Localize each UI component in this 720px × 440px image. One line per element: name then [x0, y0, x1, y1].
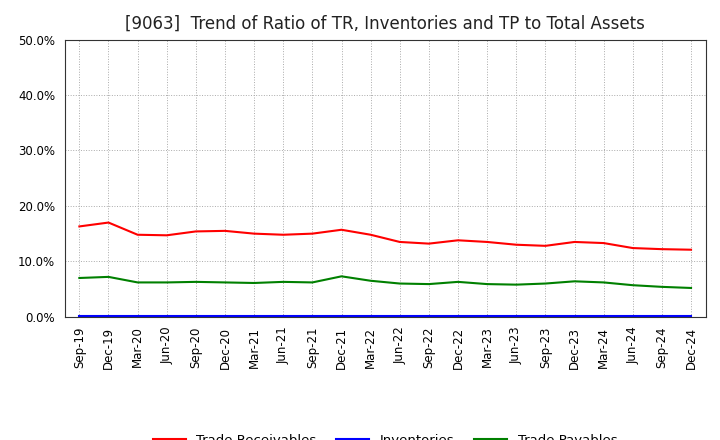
- Trade Payables: [75, 275, 84, 281]
- Trade Receivables: [512, 242, 521, 247]
- Inventories: [687, 313, 696, 318]
- Trade Payables: [163, 280, 171, 285]
- Trade Payables: [192, 279, 200, 285]
- Inventories: [541, 313, 550, 318]
- Title: [9063]  Trend of Ratio of TR, Inventories and TP to Total Assets: [9063] Trend of Ratio of TR, Inventories…: [125, 15, 645, 33]
- Trade Receivables: [366, 232, 375, 238]
- Trade Receivables: [454, 238, 462, 243]
- Inventories: [163, 313, 171, 318]
- Line: Trade Payables: Trade Payables: [79, 276, 691, 288]
- Trade Payables: [454, 279, 462, 285]
- Inventories: [629, 313, 637, 318]
- Inventories: [104, 313, 113, 318]
- Trade Payables: [220, 280, 229, 285]
- Inventories: [308, 313, 317, 318]
- Trade Payables: [279, 279, 287, 285]
- Inventories: [512, 313, 521, 318]
- Trade Payables: [337, 274, 346, 279]
- Trade Receivables: [163, 233, 171, 238]
- Trade Receivables: [541, 243, 550, 249]
- Inventories: [337, 313, 346, 318]
- Inventories: [279, 313, 287, 318]
- Trade Payables: [133, 280, 142, 285]
- Legend: Trade Receivables, Inventories, Trade Payables: Trade Receivables, Inventories, Trade Pa…: [148, 429, 623, 440]
- Trade Payables: [104, 274, 113, 279]
- Trade Receivables: [192, 229, 200, 234]
- Inventories: [454, 313, 462, 318]
- Trade Payables: [541, 281, 550, 286]
- Inventories: [250, 313, 258, 318]
- Trade Payables: [425, 282, 433, 287]
- Inventories: [570, 313, 579, 318]
- Trade Receivables: [395, 239, 404, 245]
- Inventories: [425, 313, 433, 318]
- Trade Payables: [250, 280, 258, 286]
- Line: Trade Receivables: Trade Receivables: [79, 223, 691, 250]
- Trade Payables: [483, 282, 492, 287]
- Inventories: [220, 313, 229, 318]
- Trade Payables: [366, 278, 375, 283]
- Inventories: [395, 313, 404, 318]
- Trade Receivables: [75, 224, 84, 229]
- Trade Payables: [512, 282, 521, 287]
- Inventories: [366, 313, 375, 318]
- Inventories: [599, 313, 608, 318]
- Trade Payables: [308, 280, 317, 285]
- Trade Receivables: [308, 231, 317, 236]
- Trade Receivables: [629, 246, 637, 251]
- Trade Receivables: [687, 247, 696, 253]
- Trade Receivables: [483, 239, 492, 245]
- Trade Payables: [629, 282, 637, 288]
- Trade Payables: [599, 280, 608, 285]
- Inventories: [192, 313, 200, 318]
- Trade Receivables: [250, 231, 258, 236]
- Trade Receivables: [279, 232, 287, 238]
- Trade Receivables: [657, 246, 666, 252]
- Inventories: [133, 313, 142, 318]
- Trade Payables: [687, 285, 696, 290]
- Trade Receivables: [425, 241, 433, 246]
- Inventories: [75, 313, 84, 318]
- Trade Payables: [657, 284, 666, 290]
- Trade Receivables: [570, 239, 579, 245]
- Trade Receivables: [220, 228, 229, 234]
- Trade Receivables: [337, 227, 346, 232]
- Inventories: [657, 313, 666, 318]
- Trade Receivables: [133, 232, 142, 238]
- Inventories: [483, 313, 492, 318]
- Trade Payables: [395, 281, 404, 286]
- Trade Receivables: [599, 240, 608, 246]
- Trade Payables: [570, 279, 579, 284]
- Trade Receivables: [104, 220, 113, 225]
